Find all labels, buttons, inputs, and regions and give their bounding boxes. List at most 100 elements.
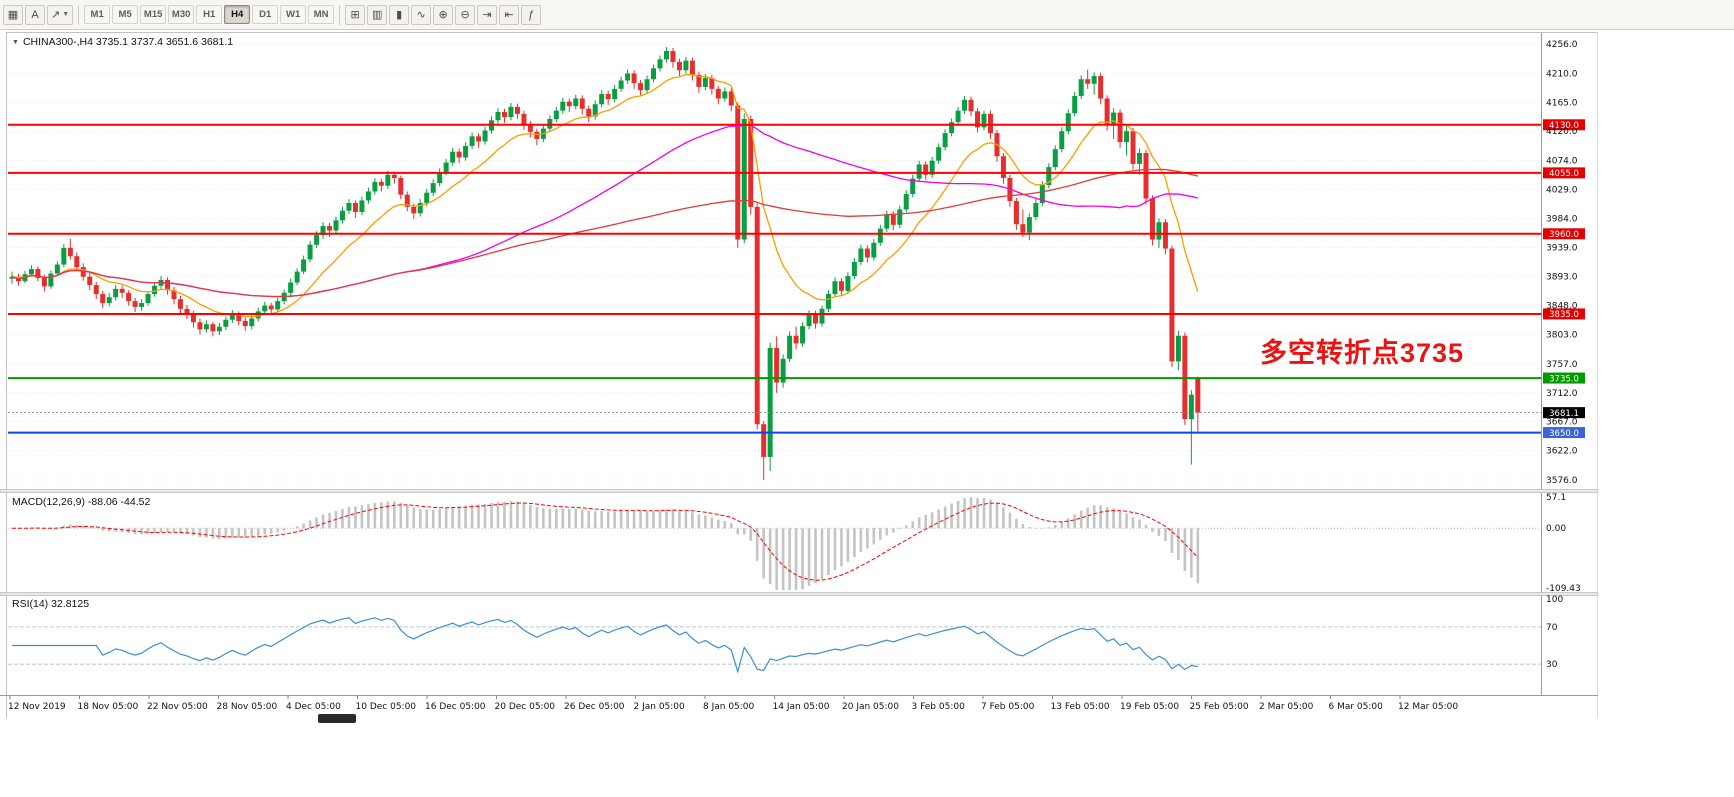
price-axis-label: 3712.0: [1546, 389, 1578, 399]
time-axis-label: 16 Dec 05:00: [425, 702, 486, 712]
time-axis-label: 6 Mar 05:00: [1329, 702, 1384, 712]
time-axis-label: 19 Feb 05:00: [1120, 702, 1179, 712]
chart-shift-icon[interactable]: ⇤: [499, 4, 520, 25]
price-badge-4130: [1543, 119, 1585, 131]
rsi-indicator-label: RSI(14) 32.8125: [12, 598, 90, 610]
price-badge-3960: [1543, 228, 1585, 240]
timeframe-button-H1[interactable]: H1: [196, 5, 223, 24]
ma-line-mid: [11, 124, 1198, 298]
current-price-badge: [1543, 407, 1585, 419]
time-axis-label: 20 Jan 05:00: [842, 702, 899, 712]
price-axis-label: 3667.0: [1546, 418, 1578, 428]
price-axis-label: 4029.0: [1546, 186, 1578, 196]
rsi-axis-label: 30: [1546, 660, 1558, 670]
timeframe-button-H4[interactable]: H4: [224, 5, 251, 24]
svg-text:3835.0: 3835.0: [1549, 310, 1579, 320]
time-axis-label: 3 Feb 05:00: [912, 702, 966, 712]
time-axis-label: 14 Jan 05:00: [773, 702, 830, 712]
price-axis-label: 4120.0: [1546, 127, 1578, 137]
zoom-in-icon[interactable]: ⊕: [433, 4, 454, 25]
new-order-icon[interactable]: ⊞: [345, 4, 366, 25]
svg-text:4130.0: 4130.0: [1549, 121, 1579, 131]
svg-text:3681.1: 3681.1: [1549, 409, 1579, 419]
price-axis-label: 4074.0: [1546, 157, 1578, 167]
drawing-tools-group: ▦ A ↗ ▼: [3, 4, 74, 25]
text-tool-button[interactable]: A: [25, 4, 45, 25]
indicators-icon[interactable]: ƒ: [521, 4, 542, 25]
symbol-ohlc-text: CHINA300-,H4 3735.1 3737.4 3651.6 3681.1: [22, 36, 234, 48]
screen-bottom-fragment: [318, 714, 356, 723]
time-axis-label: 7 Feb 05:00: [981, 702, 1035, 712]
rsi-line: [12, 617, 1198, 674]
time-axis-label: 2 Jan 05:00: [634, 702, 686, 712]
timeframes-group: M1 M5 M15 M30 H1 H4 D1 W1 MN: [84, 5, 335, 24]
chart-title: ▼ CHINA300-,H4 3735.1 3737.4 3651.6 3681.…: [12, 36, 233, 48]
timeframe-button-W1[interactable]: W1: [280, 5, 307, 24]
price-axis-label: 3848.0: [1546, 302, 1578, 312]
chart-line-icon[interactable]: ∿: [411, 4, 432, 25]
price-axis-label: 3622.0: [1546, 447, 1578, 457]
candles: [9, 47, 1201, 481]
time-axis-label: 26 Dec 05:00: [564, 702, 625, 712]
time-axis-label: 12 Mar 05:00: [1398, 702, 1458, 712]
timeframe-button-M5[interactable]: M5: [112, 5, 139, 24]
price-axis-label: 4165.0: [1546, 98, 1578, 108]
chevron-down-icon: ▼: [12, 39, 19, 46]
price-badge-3735: [1543, 372, 1585, 384]
toolbar-separator: [78, 4, 80, 25]
timeframe-button-M15[interactable]: M15: [140, 5, 167, 24]
rsi-axis-label: 70: [1546, 623, 1558, 633]
macd-signal-line: [11, 502, 1199, 581]
timeframe-button-M1[interactable]: M1: [84, 5, 111, 24]
chart-tools-group: ⊞ ▥ ▮ ∿ ⊕ ⊖ ⇥ ⇤ ƒ: [345, 4, 542, 25]
chart-canvas[interactable]: 4130.0 4055.0 3960.0 3835.0 3735.0 3650.0 3681…: [0, 31, 1734, 721]
ma-line-fast: [11, 73, 1199, 318]
chart-bars-icon[interactable]: ▥: [367, 4, 388, 25]
macd-axis-label: 57.1: [1546, 493, 1566, 503]
ma-line-slow: [11, 168, 1198, 298]
time-axis-label: 25 Feb 05:00: [1190, 702, 1249, 712]
time-axis-label: 22 Nov 05:00: [147, 702, 208, 712]
time-axis-label: 12 Nov 2019: [8, 702, 66, 712]
chart-annotation-text[interactable]: 多空转折点3735: [1260, 338, 1465, 368]
time-axis-label: 8 Jan 05:00: [703, 702, 755, 712]
price-badge-3650: [1543, 427, 1585, 439]
rsi-axis-label: 100: [1546, 595, 1563, 605]
price-axis-label: 3939.0: [1546, 243, 1578, 253]
macd-axis-label: 0.00: [1546, 524, 1566, 534]
time-axis-label: 4 Dec 05:00: [286, 702, 341, 712]
time-axis-label: 10 Dec 05:00: [356, 702, 417, 712]
price-badge-3835: [1543, 308, 1585, 320]
timeframe-button-M30[interactable]: M30: [168, 5, 195, 24]
price-axis-label: 3576.0: [1546, 476, 1578, 486]
toolbar-separator: [339, 4, 341, 25]
auto-scroll-icon[interactable]: ⇥: [477, 4, 498, 25]
svg-text:3960.0: 3960.0: [1549, 230, 1579, 240]
svg-text:3735.0: 3735.0: [1549, 374, 1579, 384]
price-badge-4055: [1543, 167, 1585, 179]
price-axis-label: 4210.0: [1546, 69, 1578, 79]
timeframe-button-D1[interactable]: D1: [252, 5, 279, 24]
arrows-tool-dropdown-button[interactable]: ↗ ▼: [47, 4, 74, 25]
price-axis-label: 3984.0: [1546, 214, 1578, 224]
zoom-out-icon[interactable]: ⊖: [455, 4, 476, 25]
chart-candles-icon[interactable]: ▮: [389, 4, 410, 25]
time-axis-label: 18 Nov 05:00: [78, 702, 139, 712]
macd-histogram: [17, 497, 1200, 590]
top-toolbar: ▦ A ↗ ▼ M1 M5 M15 M30 H1 H4 D1 W1 MN ⊞ ▥ ▮ ∿ ⊕ ⊖ ⇥ ⇤ ƒ: [0, 0, 1734, 30]
time-axis-label: 13 Feb 05:00: [1051, 702, 1110, 712]
time-axis-label: 28 Nov 05:00: [217, 702, 278, 712]
price-axis-label: 3893.0: [1546, 273, 1578, 283]
dropdown-caret-icon: ▼: [62, 11, 70, 18]
timeframe-button-MN[interactable]: MN: [308, 5, 335, 24]
price-axis-label: 4256.0: [1546, 40, 1578, 50]
grid-icon[interactable]: ▦: [3, 4, 23, 25]
svg-text:3650.0: 3650.0: [1549, 429, 1579, 439]
macd-axis-label: -109.43: [1546, 584, 1581, 594]
price-axis-label: 3803.0: [1546, 330, 1578, 340]
time-axis-label: 20 Dec 05:00: [495, 702, 556, 712]
time-axis-label: 2 Mar 05:00: [1259, 702, 1314, 712]
svg-text:4055.0: 4055.0: [1549, 169, 1579, 179]
macd-indicator-label: MACD(12,26,9) -88.06 -44.52: [12, 496, 151, 508]
